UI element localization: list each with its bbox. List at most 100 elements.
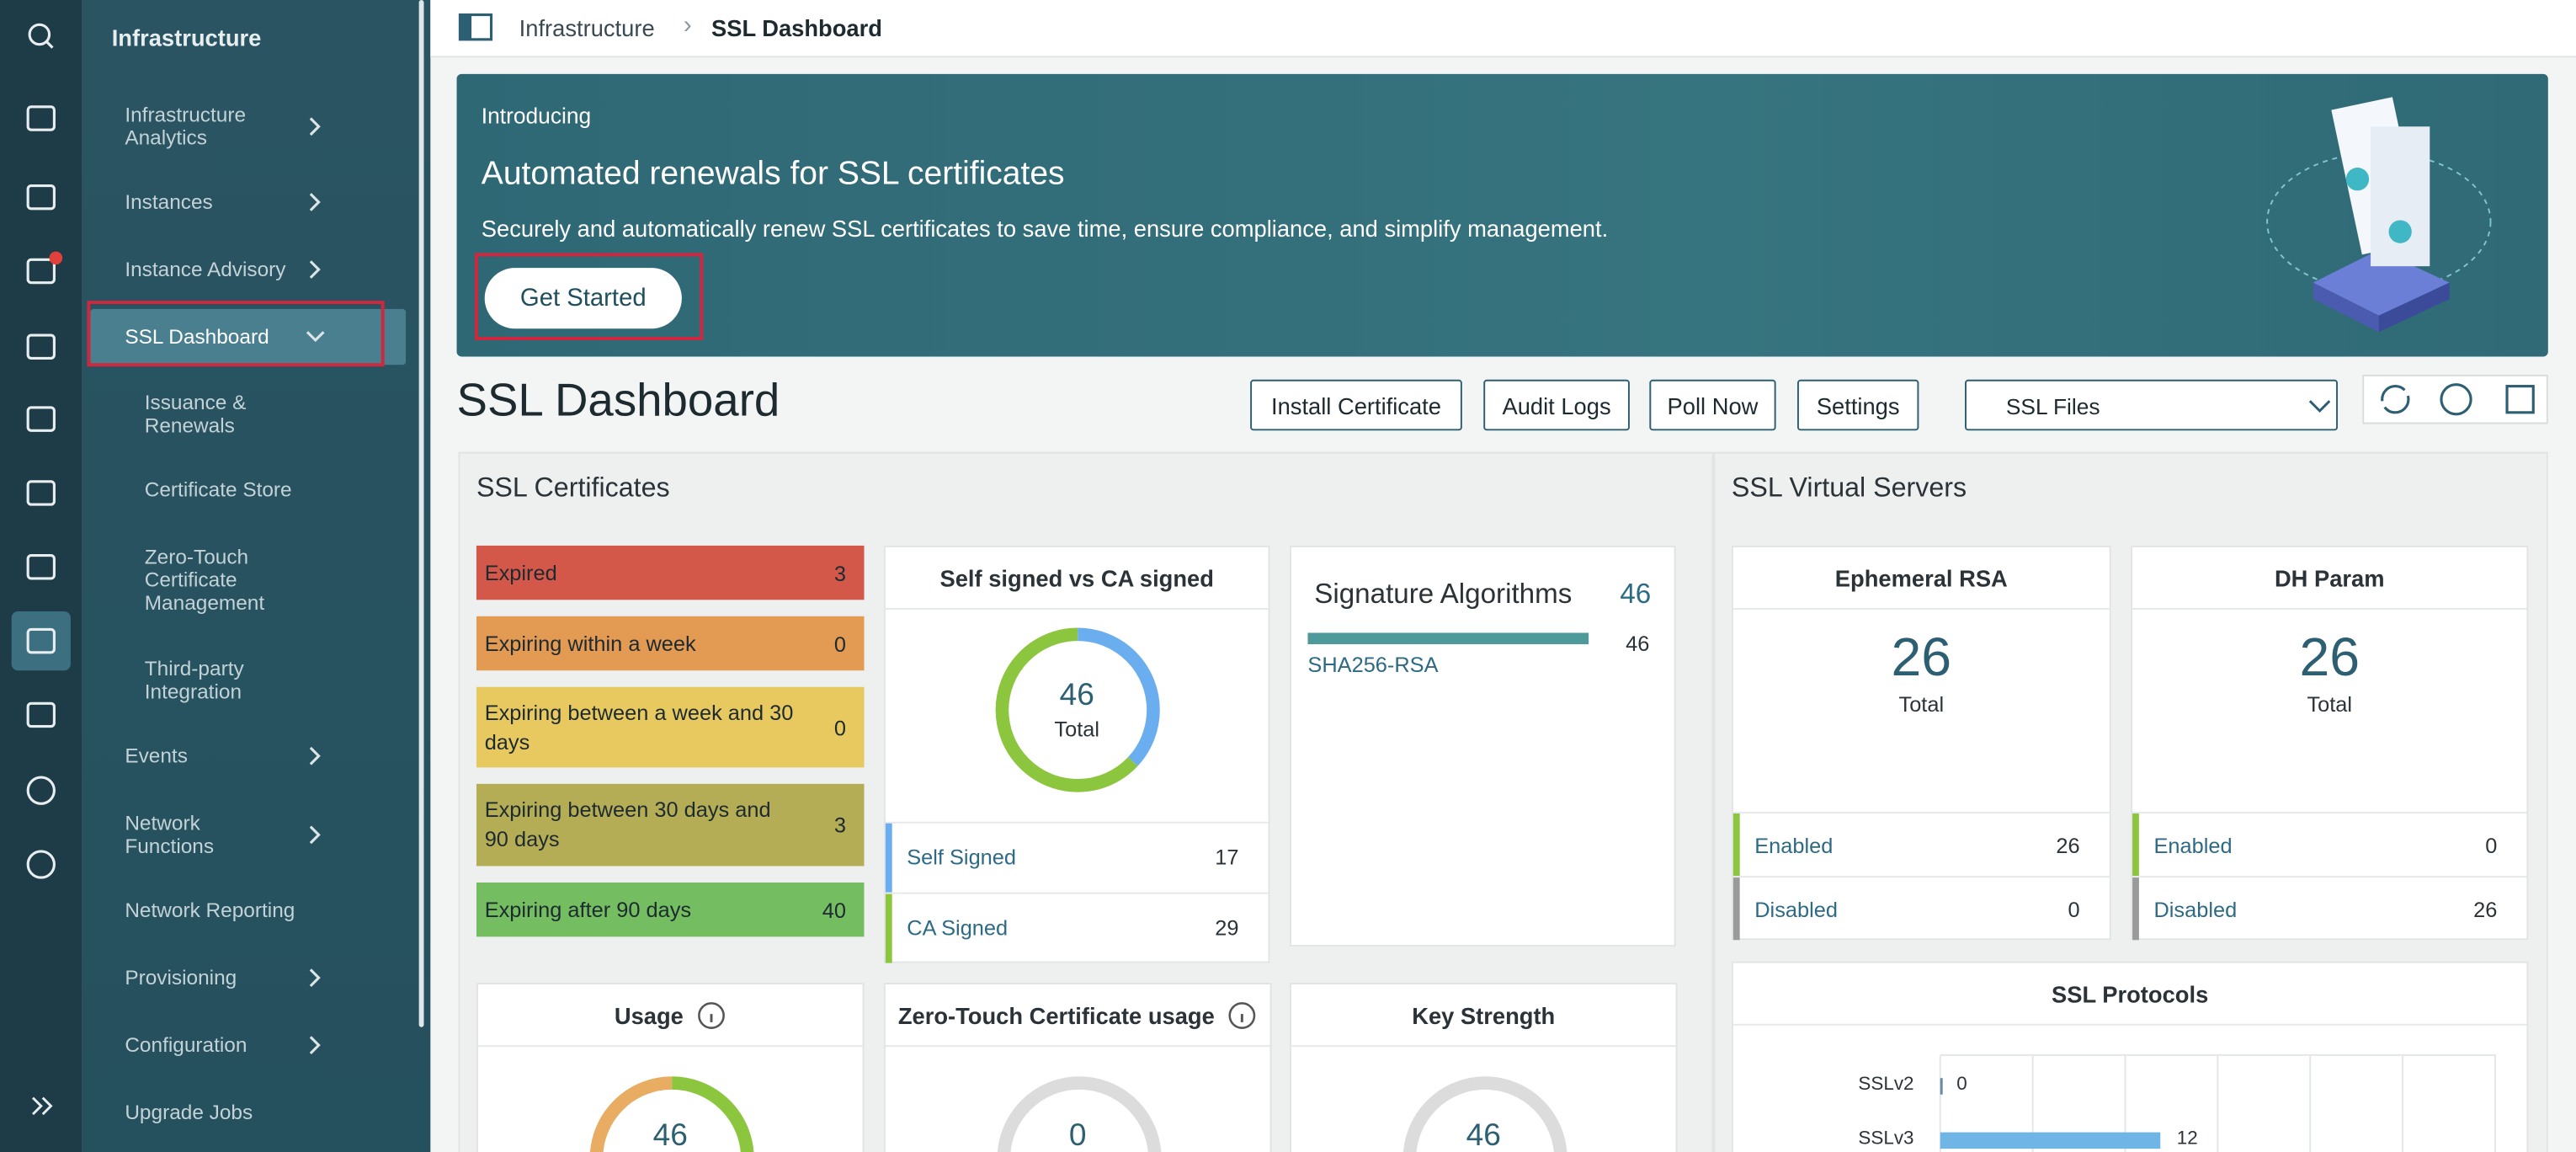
expiry-label: Expiring between a week and 30 days bbox=[484, 699, 794, 754]
expiry-row: Expiring between 30 days and 90 days 3 bbox=[476, 783, 865, 867]
nav-item[interactable]: Issuance & Renewals bbox=[144, 391, 247, 438]
nav-icon bbox=[26, 480, 56, 506]
legend-label: Self Signed bbox=[907, 845, 1017, 870]
expand-icon bbox=[31, 1096, 53, 1116]
card-title: Ephemeral RSA bbox=[1834, 565, 2008, 592]
refresh-icon bbox=[2381, 385, 2410, 414]
action-button[interactable]: Poll Now bbox=[1649, 379, 1776, 431]
illustration bbox=[2378, 282, 2450, 333]
nav-item[interactable]: Instances bbox=[125, 190, 213, 214]
icon-group bbox=[2362, 374, 2548, 424]
protocol-label: SSLv3 bbox=[1858, 1128, 1914, 1149]
donut-total: 46 bbox=[1059, 678, 1094, 713]
dropdown[interactable]: SSL Files bbox=[1965, 379, 2339, 431]
nav-item[interactable]: Network Reporting bbox=[125, 899, 295, 922]
protocol-bar bbox=[1940, 1132, 2161, 1149]
rail-icons bbox=[11, 23, 71, 1116]
nav-item[interactable]: Certificate Store bbox=[144, 477, 292, 502]
chevron bbox=[309, 193, 321, 211]
nav-item[interactable]: Provisioning bbox=[125, 966, 237, 989]
divider bbox=[1732, 608, 2110, 611]
nav-item[interactable]: Instance Advisory bbox=[125, 258, 286, 281]
nav-icon bbox=[26, 850, 56, 879]
chevron bbox=[306, 331, 325, 343]
donut-arc bbox=[1402, 1076, 1567, 1152]
illustration bbox=[2371, 126, 2430, 267]
divider bbox=[885, 1045, 1270, 1048]
banner-title: Automated renewals for SSL certificates bbox=[481, 156, 1065, 193]
chevron bbox=[309, 746, 321, 765]
nav-icon bbox=[26, 333, 56, 360]
chevron bbox=[309, 825, 321, 845]
dropdown-value: SSL Files bbox=[2005, 394, 2100, 419]
chevron bbox=[309, 193, 321, 211]
chevron bbox=[309, 1036, 321, 1055]
card-title: Zero-Touch Certificate usage bbox=[886, 1002, 1270, 1032]
action-button[interactable]: Settings bbox=[1796, 379, 1919, 431]
summary-card: Zero-Touch Certificate usage 0 bbox=[883, 983, 1272, 1152]
nav-item[interactable]: Events bbox=[125, 744, 188, 768]
nav-item[interactable]: Third-party Integration bbox=[144, 657, 244, 704]
action-button[interactable]: Audit Logs bbox=[1483, 379, 1630, 431]
breadcrumb-link[interactable]: Infrastructure bbox=[519, 14, 655, 41]
legend-swatch bbox=[885, 893, 892, 963]
expiry-row: Expired 3 bbox=[476, 545, 865, 600]
nav-item[interactable]: Configuration bbox=[125, 1033, 247, 1057]
sidebar-title: Infrastructure bbox=[111, 24, 262, 51]
status-label: Enabled bbox=[2153, 833, 2233, 858]
banner-text: Securely and automatically renew SSL cer… bbox=[481, 215, 1609, 242]
info-icon bbox=[698, 1002, 725, 1030]
get-started-button[interactable]: Get Started bbox=[484, 268, 682, 329]
icon-rail bbox=[0, 0, 82, 1152]
algorithm-bar bbox=[1307, 632, 1589, 644]
action-button[interactable]: Install Certificate bbox=[1250, 379, 1462, 431]
expiry-value: 0 bbox=[833, 631, 847, 656]
nav-item[interactable]: SSL Dashboard bbox=[125, 325, 269, 349]
legend-row: CA Signed 29 bbox=[885, 892, 1269, 963]
active-icon-bg bbox=[11, 611, 71, 671]
vs-card: DH Param 26 Total Enabled 0 Disabled 26 bbox=[2131, 545, 2529, 941]
help-icon bbox=[2440, 383, 2472, 416]
nav-icon bbox=[26, 406, 56, 432]
nav-item[interactable]: Zero-Touch Certificate Management bbox=[144, 545, 265, 615]
algorithm-label[interactable]: SHA256-RSA bbox=[1307, 652, 1439, 678]
nav-item[interactable]: Infrastructure Analytics bbox=[125, 103, 247, 150]
nav-icon bbox=[26, 258, 56, 285]
nav-item[interactable]: Network Functions bbox=[125, 812, 215, 858]
nav-item[interactable]: Upgrade Jobs bbox=[125, 1101, 253, 1124]
nav-icon bbox=[26, 184, 56, 211]
chevron bbox=[309, 1036, 321, 1055]
banner: Introducing Automated renewals for SSL ce… bbox=[456, 73, 2548, 357]
chevron bbox=[306, 331, 325, 343]
expiry-value: 3 bbox=[833, 560, 847, 585]
status-row: Enabled 26 bbox=[1732, 812, 2110, 877]
card-title: Signature Algorithms bbox=[1314, 578, 1573, 611]
big-total-label: Total bbox=[1898, 691, 1945, 717]
legend-value: 29 bbox=[1215, 915, 1239, 941]
signing-card: Self signed vs CA signed 46 Total Self Sign… bbox=[883, 545, 1270, 963]
protocol-bar bbox=[1940, 1078, 1943, 1095]
card-title: Key Strength bbox=[1412, 1002, 1556, 1029]
panel-title: SSL Certificates bbox=[476, 473, 670, 504]
donut-segment bbox=[995, 627, 1160, 792]
breadcrumb-current: SSL Dashboard bbox=[711, 14, 882, 41]
panel-toggle-icon bbox=[458, 13, 493, 41]
chevron bbox=[309, 117, 321, 136]
sidebar: Infrastructure Infrastructure Analytics In… bbox=[82, 0, 431, 1152]
protocols-chart bbox=[1939, 1053, 2496, 1152]
expiry-label: Expiring between 30 days and 90 days bbox=[484, 797, 771, 851]
page-title: SSL Dashboard bbox=[456, 374, 780, 426]
expiry-value: 3 bbox=[833, 813, 847, 838]
chevron bbox=[309, 825, 321, 845]
status-value: 0 bbox=[2068, 897, 2080, 922]
big-total-label: Total bbox=[2307, 691, 2353, 717]
illustration bbox=[2266, 152, 2492, 292]
chevron bbox=[309, 968, 321, 988]
chevron bbox=[309, 260, 321, 279]
breadcrumb-sep: › bbox=[683, 11, 692, 40]
notification-dot bbox=[49, 251, 63, 265]
donut-decoration bbox=[589, 1076, 754, 1152]
vs-card: Ephemeral RSA 26 Total Enabled 26 Disabled 0 bbox=[1731, 545, 2111, 941]
expiry-value: 40 bbox=[822, 897, 847, 922]
nav-icon bbox=[26, 105, 56, 131]
